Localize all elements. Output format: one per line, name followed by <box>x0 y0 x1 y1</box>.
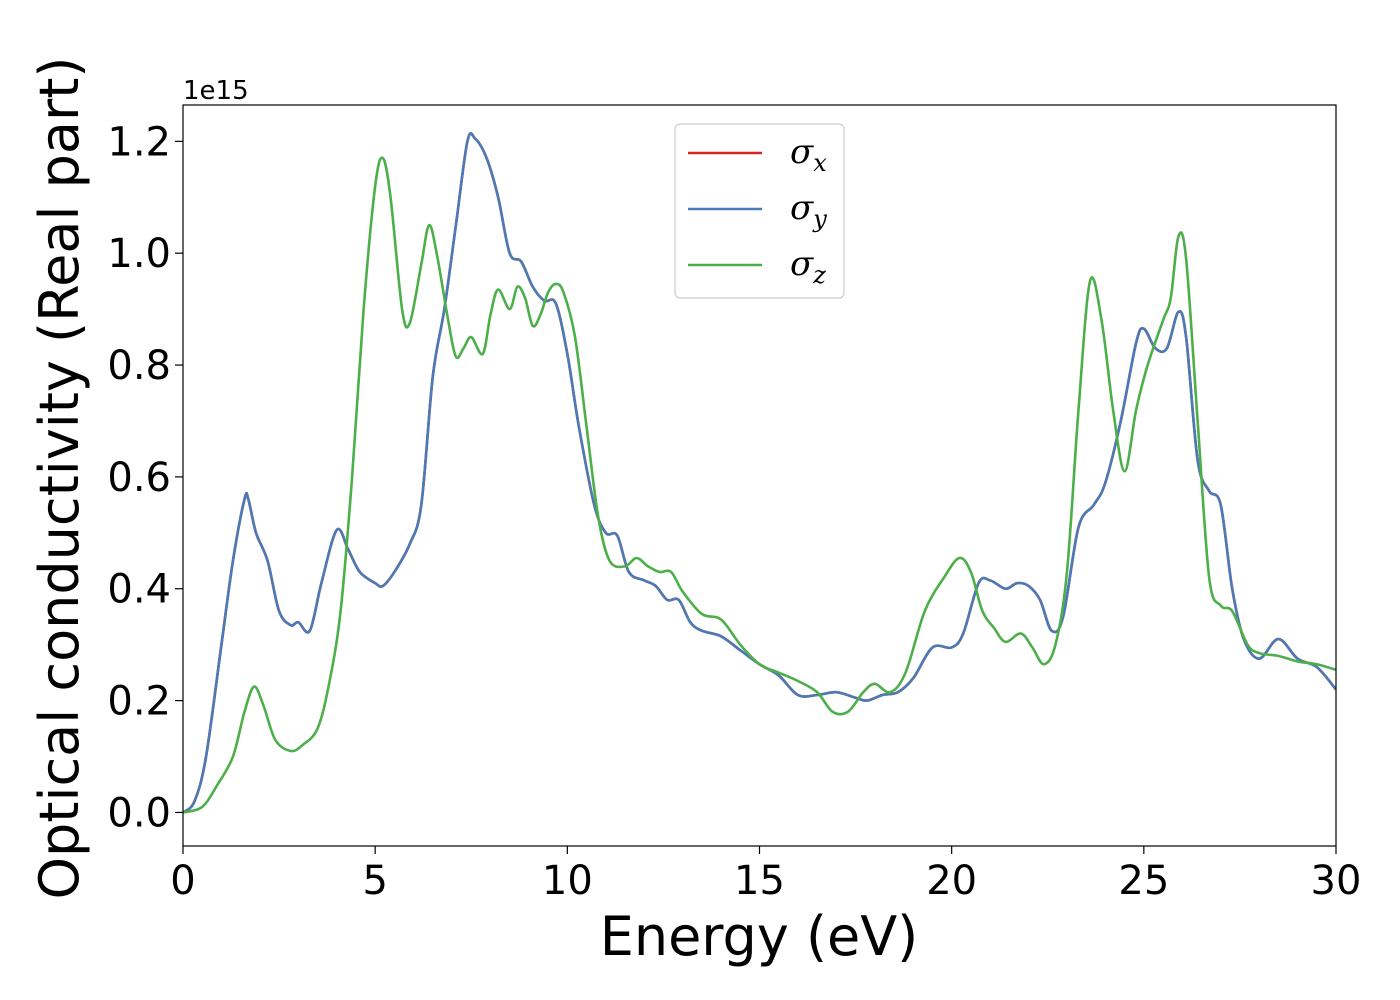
series-line-sigma-z <box>183 156 1336 814</box>
y-axis-ticks: 0.0 0.2 0.4 0.6 0.8 1.0 1.2 <box>107 119 183 836</box>
x-tick-label: 10 <box>542 858 593 904</box>
x-tick-label: 5 <box>362 858 387 904</box>
y-tick-label: 0.8 <box>107 343 171 389</box>
legend-label: σx <box>790 132 827 177</box>
y-tick-label: 0.4 <box>107 567 171 613</box>
x-axis-ticks: 0 5 10 15 20 25 30 <box>170 846 1361 904</box>
y-axis-offset-label: 1e15 <box>183 76 249 106</box>
legend-box <box>674 123 845 299</box>
series-layer <box>183 132 1336 814</box>
x-tick-label: 25 <box>1118 858 1169 904</box>
x-axis-title: Energy (eV) <box>600 905 919 968</box>
y-tick-label: 0.2 <box>107 679 171 725</box>
x-tick-label: 30 <box>1311 858 1362 904</box>
x-tick-label: 0 <box>170 858 195 904</box>
y-axis-title: Optical conductivity (Real part) <box>28 57 91 900</box>
y-tick-label: 0.0 <box>107 790 171 836</box>
x-tick-label: 15 <box>734 858 785 904</box>
y-tick-label: 0.6 <box>107 455 171 501</box>
legend: σx σy σz <box>674 123 845 299</box>
series-line-sigma-y <box>183 132 1336 814</box>
y-tick-label: 1.2 <box>107 119 171 165</box>
y-tick-label: 1.0 <box>107 231 171 277</box>
x-tick-label: 20 <box>926 858 977 904</box>
legend-label: σy <box>790 188 827 233</box>
legend-label: σz <box>790 244 826 289</box>
